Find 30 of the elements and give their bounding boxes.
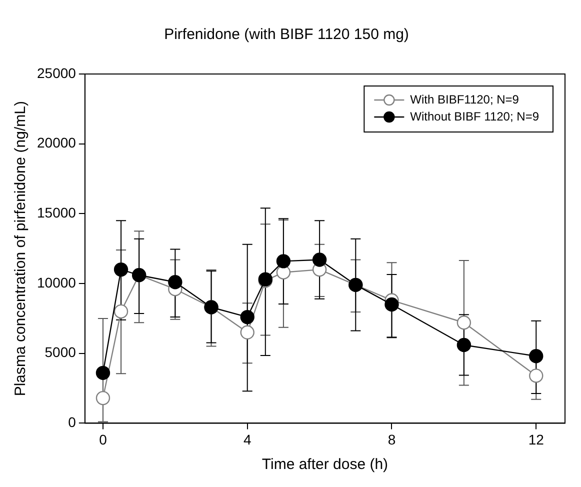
y-tick-label: 10000 [36,274,76,290]
y-axis-title: Plasma concentration of pirfenidone (ng/mL) [12,101,30,396]
point [384,297,399,312]
point [276,265,291,280]
point [114,262,128,277]
point [276,254,291,268]
point [312,252,327,267]
point [240,310,254,324]
y-tick-label: 20000 [36,134,76,151]
x-tick-label: 12 [528,431,544,448]
x-tick-label: 8 [388,431,396,448]
legend-label: With BIBF1120; N=9 [410,92,520,106]
point [96,366,110,380]
x-axis-title: Time after dose (h) [262,456,388,474]
y-tick-label: 0 [68,414,76,430]
point [168,275,182,290]
y-tick-label: 5000 [44,344,76,360]
point [96,390,110,406]
point [529,349,544,364]
x-tick-label: 4 [243,431,252,448]
legend-label: Without BIBF 1120; N=9 [410,109,540,124]
point [456,316,472,330]
x-tick-label: 0 [99,431,108,448]
point [114,304,128,319]
point [529,368,544,383]
y-tick-label: 15000 [36,204,76,221]
chart-title: Pirfenidone (with BIBF 1120 150 mg) [164,26,409,44]
point [240,325,254,340]
point [456,338,472,352]
y-tick-label: 25000 [36,64,76,81]
